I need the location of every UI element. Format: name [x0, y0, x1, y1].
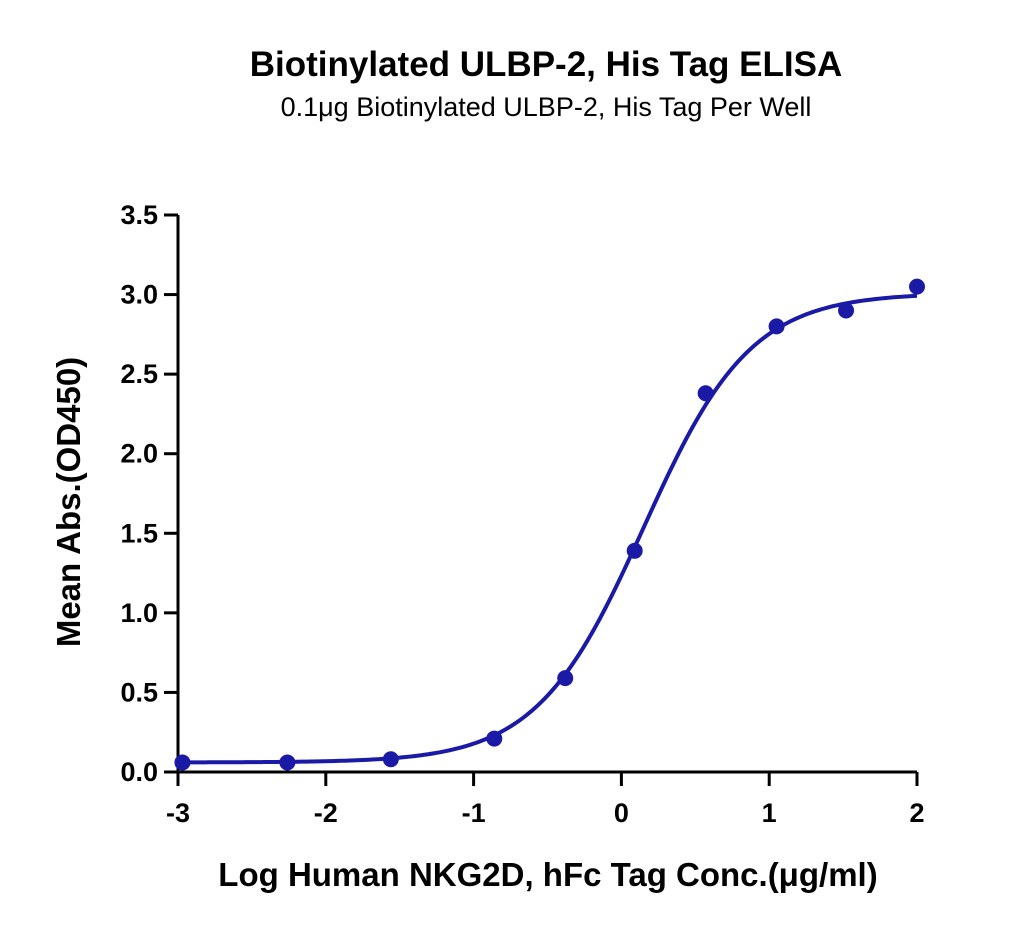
y-tick-label: 3.0	[120, 280, 158, 310]
data-point	[174, 754, 191, 771]
data-point	[838, 302, 855, 319]
y-tick-label: 2.0	[120, 439, 158, 469]
data-point	[557, 670, 574, 687]
y-tick-label: 1.5	[120, 518, 158, 548]
y-axis: 0.0 0.5 1.0 1.5 2.0 2.5 3.0 3.5	[120, 200, 180, 787]
data-point	[279, 754, 296, 771]
x-tick-label: 2	[909, 798, 924, 828]
y-tick-label: 0.0	[120, 757, 158, 787]
y-tick-label: 1.0	[120, 598, 158, 628]
x-tick-label: 1	[762, 798, 777, 828]
y-tick-label: 3.5	[120, 200, 158, 230]
chart-title: Biotinylated ULBP-2, His Tag ELISA	[250, 45, 842, 84]
x-tick-label: -3	[166, 798, 190, 828]
fit-curve	[178, 293, 918, 765]
x-tick-label: 0	[614, 798, 629, 828]
x-tick-label: -2	[314, 798, 338, 828]
data-point	[486, 730, 503, 747]
x-tick-label: -1	[462, 798, 486, 828]
y-axis-label: Mean Abs.(OD450)	[50, 357, 87, 647]
y-tick-label: 0.5	[120, 677, 158, 707]
data-point	[909, 278, 925, 295]
data-point	[697, 385, 714, 402]
data-point	[626, 542, 643, 559]
data-point	[382, 751, 399, 768]
chart-subtitle: 0.1μg Biotinylated ULBP-2, His Tag Per W…	[281, 92, 812, 122]
x-axis: -3 -2 -1 0 1 2	[166, 770, 925, 828]
data-point	[768, 318, 785, 335]
x-axis-label: Log Human NKG2D, hFc Tag Conc.(μg/ml)	[218, 856, 877, 893]
y-tick-label: 2.5	[120, 359, 158, 389]
data-points	[174, 278, 925, 771]
